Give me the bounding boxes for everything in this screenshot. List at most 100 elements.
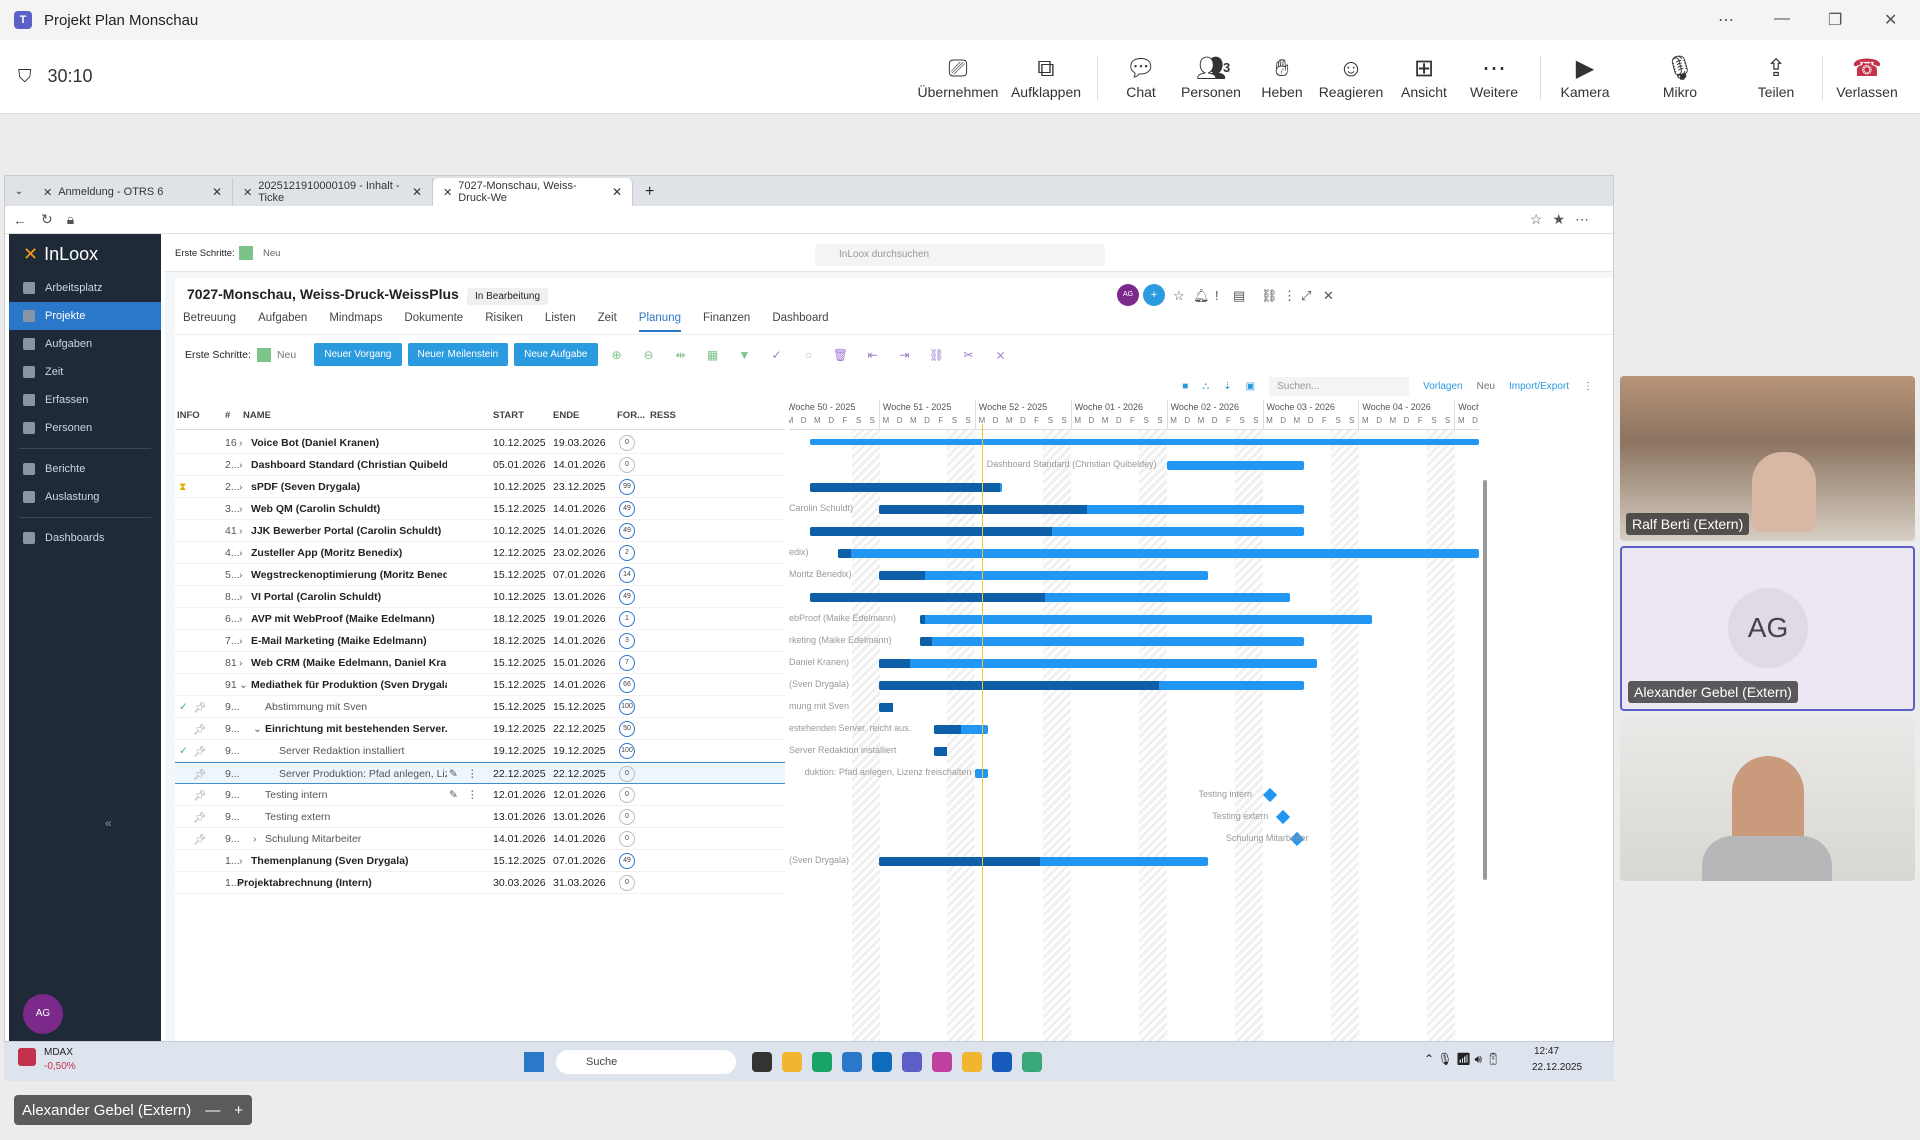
start-date[interactable]: 05.01.2026 [493, 459, 546, 471]
check-icon[interactable]: ✓ [771, 347, 782, 362]
gantt-scrollbar[interactable] [1483, 480, 1487, 880]
task-name[interactable]: Server Redaktion installiert [279, 745, 405, 757]
toolbar-people-button[interactable]: 👥︎ 3 Personen [1171, 54, 1251, 100]
table-row[interactable]: 8... › VI Portal (Carolin Schuldt) 10.12.20… [175, 586, 785, 608]
stock-name[interactable]: MDAX [44, 1047, 73, 1058]
progress-ring[interactable]: 0 [619, 766, 635, 782]
tab-risiken[interactable]: Risiken [485, 312, 523, 324]
table-row[interactable]: 📌︎ 9... › Schulung Mitarbeiter 14.01.2026 14.… [175, 828, 785, 850]
sidebar-item-zeit[interactable]: Zeit [9, 358, 161, 386]
toolbar-hangup-button[interactable]: ☎ Verlassen [1827, 54, 1907, 100]
col-name[interactable]: NAME [243, 410, 271, 421]
task-name[interactable]: Testing extern [265, 811, 331, 823]
end-date[interactable]: 07.01.2026 [553, 855, 606, 867]
task-name[interactable]: JJK Bewerber Portal (Carolin Schuldt) [251, 525, 442, 537]
progress-ring[interactable]: 100 [619, 699, 635, 715]
gantt-search-input[interactable]: Suchen... [1269, 376, 1410, 396]
table-row[interactable]: 6... › AVP mit WebProof (Maike Edelmann) 18… [175, 608, 785, 630]
filter-icon[interactable]: ▼ [738, 347, 751, 362]
chevron-right-icon[interactable]: › [239, 613, 243, 625]
more-vertical-icon[interactable]: ⋮ [467, 768, 478, 780]
gantt-bar[interactable] [878, 857, 1208, 866]
task-name[interactable]: AVP mit WebProof (Maike Edelmann) [251, 613, 435, 625]
table-row[interactable]: 📌︎ 9... Server Produktion: Pfad anlegen, L… [175, 762, 785, 784]
tab-dokumente[interactable]: Dokumente [404, 312, 464, 324]
table-row[interactable]: 4... › Zusteller App (Moritz Benedix) 12.12… [175, 542, 785, 564]
progress-ring[interactable]: 0 [619, 831, 635, 847]
folder-icon[interactable] [962, 1052, 982, 1072]
end-date[interactable]: 15.01.2026 [553, 657, 606, 669]
avatar-ag-small[interactable]: AG [1117, 284, 1139, 306]
outdent-icon[interactable]: ⇤ [867, 347, 878, 362]
end-date[interactable]: 14.01.2026 [553, 833, 606, 845]
start-date[interactable]: 14.01.2026 [493, 833, 546, 845]
end-date[interactable]: 22.12.2025 [553, 768, 606, 780]
table-row[interactable]: 41 › JJK Bewerber Portal (Carolin Schuldt)… [175, 520, 785, 542]
end-date[interactable]: 07.01.2026 [553, 569, 606, 581]
tab-finanzen[interactable]: Finanzen [703, 312, 751, 324]
bell-icon[interactable]: 🔔︎ [1193, 288, 1210, 303]
tab-listen[interactable]: Listen [544, 312, 576, 324]
sidebar-item-berichte[interactable]: Berichte [9, 455, 161, 483]
add-user-icon[interactable]: + [1143, 284, 1165, 306]
teams-icon[interactable] [902, 1052, 922, 1072]
table-row[interactable]: 5... › Wegstreckenoptimierung (Moritz Bene… [175, 564, 785, 586]
milestone-marker[interactable] [1276, 809, 1291, 825]
gantt-bar[interactable] [933, 747, 948, 756]
gantt-bar[interactable] [920, 615, 1373, 624]
baseline-icon[interactable]: ▣ [1245, 380, 1256, 392]
close-tab-icon[interactable]: ✕ [611, 185, 622, 199]
toolbar-more-button[interactable]: ⋯ Weitere [1454, 54, 1534, 100]
chevron-right-icon[interactable]: › [239, 459, 243, 471]
end-date[interactable]: 13.01.2026 [553, 591, 606, 603]
table-row[interactable]: ✓ 📌︎ 9... Abstimmung mit Sven 15.12.2025 15.1… [175, 696, 785, 718]
unlink-icon[interactable]: ✂ [963, 347, 974, 362]
chevron-right-icon[interactable]: › [239, 569, 243, 581]
table-row[interactable]: 1... › Projektabrechnung (Intern) 30.03.202… [175, 872, 785, 894]
start-date[interactable]: 22.12.2025 [493, 768, 546, 780]
table-row[interactable]: 3... › Web QM (Carolin Schuldt) 15.12.2025 1… [175, 498, 785, 520]
new-template-label[interactable]: Neu [1476, 380, 1495, 392]
close-tab-icon[interactable]: ✕ [411, 185, 422, 199]
progress-ring[interactable]: 0 [619, 457, 635, 473]
gantt-bar[interactable] [837, 549, 1479, 558]
new-label[interactable]: Neu [263, 248, 281, 259]
more-vertical-icon[interactable]: ⋮ [1583, 380, 1593, 392]
progress-ring[interactable]: 50 [619, 721, 635, 737]
col-end[interactable]: ENDE [553, 410, 580, 421]
status-badge[interactable]: In Bearbeitung [467, 288, 549, 305]
task-name[interactable]: sPDF (Seven Drygala) [251, 481, 361, 493]
calculator-icon[interactable] [1022, 1052, 1042, 1072]
close-tab-icon[interactable]: ✕ [211, 185, 222, 199]
task-name[interactable]: Zusteller App (Moritz Benedix) [251, 547, 403, 559]
end-date[interactable]: 19.01.2026 [553, 613, 606, 625]
start-date[interactable]: 10.12.2025 [493, 481, 546, 493]
chevron-right-icon[interactable]: › [239, 855, 243, 867]
progress-ring[interactable]: 3 [619, 633, 635, 649]
tab-zeit[interactable]: Zeit [597, 312, 617, 324]
chevron-right-icon[interactable]: › [239, 547, 243, 559]
start-date[interactable]: 10.12.2025 [493, 591, 546, 603]
start-date[interactable]: 18.12.2025 [493, 635, 546, 647]
progress-ring[interactable]: 0 [619, 435, 635, 451]
progress-ring[interactable]: 2 [619, 545, 635, 561]
system-tray-icons[interactable]: ⌃ 🎙︎ 📶︎ 🔊︎ 🔋︎ [1424, 1052, 1501, 1066]
tab-dashboard[interactable]: Dashboard [772, 312, 829, 324]
tab-list-icon[interactable]: ⌄ [14, 186, 24, 197]
minimize-icon[interactable]: — [205, 1101, 221, 1119]
gantt-bar[interactable] [810, 483, 1003, 492]
tab-aufgaben[interactable]: Aufgaben [258, 312, 308, 324]
browser-tab-ticket[interactable]: ✕ 2025121910000109 - Inhalt - Ticke ✕ [233, 178, 433, 206]
clock-date[interactable]: 22.12.2025 [1532, 1062, 1583, 1073]
progress-ring[interactable]: 0 [619, 787, 635, 803]
store-icon[interactable] [842, 1052, 862, 1072]
clock-time[interactable]: 12:47 [1534, 1046, 1560, 1057]
outlook-icon[interactable] [872, 1052, 892, 1072]
end-date[interactable]: 19.03.2026 [553, 437, 606, 449]
end-date[interactable]: 14.01.2026 [553, 459, 606, 471]
table-row[interactable]: 81 › Web CRM (Maike Edelmann, Daniel Krane… [175, 652, 785, 674]
new-milestone-button[interactable]: Neuer Meilenstein [407, 343, 509, 366]
start-date[interactable]: 13.01.2026 [493, 811, 546, 823]
progress-ring[interactable]: 49 [619, 523, 635, 539]
gantt-bar[interactable] [810, 439, 1479, 445]
